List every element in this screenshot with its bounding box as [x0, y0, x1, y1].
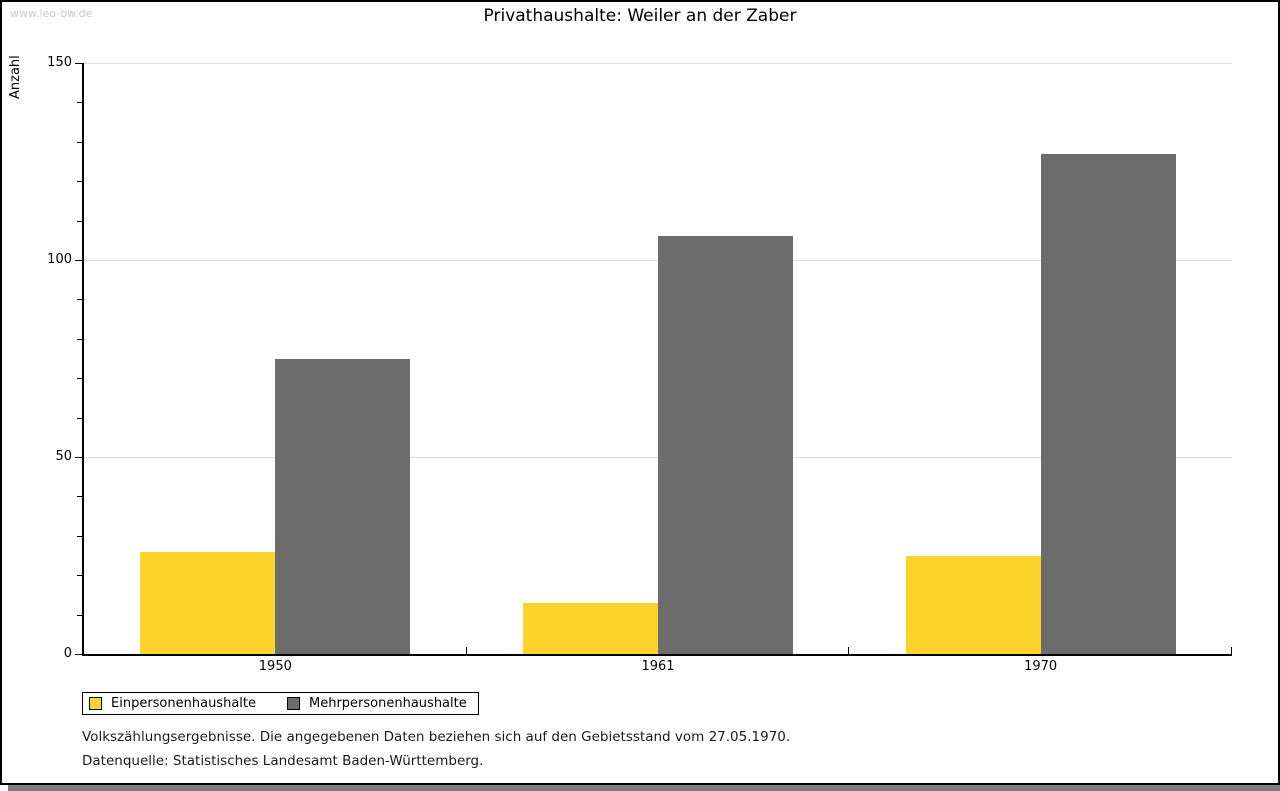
y-axis-label: Anzahl: [8, 55, 23, 99]
y-tick-10: [77, 614, 82, 616]
y-tick-120: [77, 181, 82, 183]
window-shadow: [8, 785, 1280, 791]
plot-area: 0 50 100 150 1950 1961 1970: [47, 55, 1232, 674]
legend-label: Einpersonenhaushalte: [111, 696, 256, 711]
footer-source: Datenquelle: Statistisches Landesamt Bad…: [82, 753, 484, 769]
legend-label: Mehrpersonenhaushalte: [309, 696, 467, 711]
y-tick-0: [75, 654, 82, 655]
y-tick-label-50: 50: [55, 449, 72, 464]
gridline-150: [84, 63, 1232, 64]
x-boundary-tick-3: [1231, 647, 1232, 654]
y-tick-70: [77, 378, 82, 380]
bar-einpersonenhaushalte-1950: [140, 551, 276, 654]
y-tick-100: [75, 260, 82, 261]
y-tick-90: [77, 299, 82, 301]
x-boundary-tick-1: [465, 647, 467, 654]
chart-title: Privathaushalte: Weiler an der Zaber: [483, 6, 797, 26]
bar-mehrpersonenhaushalte-1950: [275, 358, 411, 654]
y-tick-label-150: 150: [47, 55, 72, 70]
y-tick-30: [77, 535, 82, 537]
legend: Einpersonenhaushalte Mehrpersonenhaushalt…: [82, 692, 479, 715]
y-tick-150: [75, 63, 82, 64]
x-category-label-1961: 1961: [641, 659, 675, 674]
x-category-label-1950: 1950: [258, 659, 292, 674]
bar-mehrpersonenhaushalte-1961: [658, 236, 793, 654]
legend-swatch-icon: [89, 697, 102, 710]
y-tick-60: [77, 417, 82, 419]
legend-item-mehrpersonenhaushalte: Mehrpersonenhaushalte: [287, 693, 467, 714]
legend-swatch-icon: [287, 697, 300, 710]
bar-mehrpersonenhaushalte-1970: [1040, 153, 1176, 654]
bar-einpersonenhaushalte-1961: [523, 602, 658, 654]
y-tick-20: [77, 575, 82, 577]
y-tick-80: [77, 338, 82, 340]
legend-item-einpersonenhaushalte: Einpersonenhaushalte: [89, 693, 256, 714]
bar-einpersonenhaushalte-1970: [905, 555, 1041, 654]
x-category-label-1970: 1970: [1024, 659, 1058, 674]
y-tick-110: [77, 220, 82, 222]
watermark-url: www.leo-bw.de: [10, 7, 93, 20]
x-boundary-tick-2: [848, 647, 850, 654]
y-tick-label-0: 0: [63, 646, 72, 661]
y-tick-140: [77, 102, 82, 104]
y-axis-line: [82, 63, 84, 656]
footer-note: Volkszählungsergebnisse. Die angegebenen…: [82, 729, 791, 745]
y-tick-40: [77, 496, 82, 498]
x-axis-line: [82, 654, 1232, 656]
y-tick-label-100: 100: [47, 252, 72, 267]
y-tick-130: [77, 141, 82, 143]
y-tick-50: [75, 457, 82, 458]
